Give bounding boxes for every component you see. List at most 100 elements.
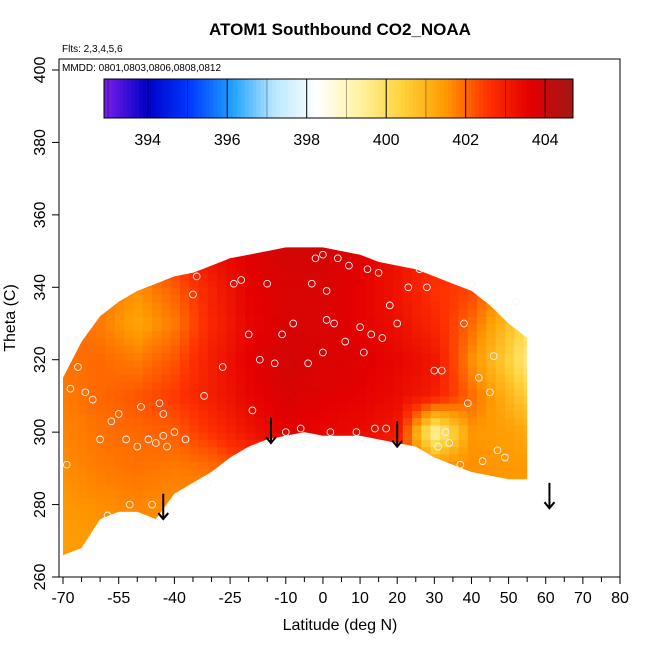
heat-cell xyxy=(170,482,181,491)
heat-cell xyxy=(226,367,237,375)
heat-cell xyxy=(430,287,441,296)
colorbar-band xyxy=(518,79,523,118)
heat-cell xyxy=(309,265,320,274)
heat-cell xyxy=(328,280,339,288)
heat-cell xyxy=(402,468,413,477)
heat-cell xyxy=(504,323,515,332)
heat-cell xyxy=(96,251,107,259)
heat-cell xyxy=(272,374,283,382)
heat-cell xyxy=(77,352,88,361)
heat-cell xyxy=(180,395,190,404)
heat-cell xyxy=(337,251,348,259)
heat-cell xyxy=(347,417,357,426)
heat-cell xyxy=(105,272,116,281)
heat-cell xyxy=(105,251,116,259)
heat-cell xyxy=(105,504,116,513)
heat-cell xyxy=(245,258,255,267)
heat-cell xyxy=(374,272,385,281)
heat-cell xyxy=(347,526,357,535)
heat-cell xyxy=(189,367,200,375)
heat-cell xyxy=(533,237,543,245)
heat-cell xyxy=(504,453,515,462)
heat-cell xyxy=(198,490,209,498)
heat-cell xyxy=(63,251,70,259)
heat-cell xyxy=(477,417,487,426)
heat-cell xyxy=(523,265,528,274)
heat-cell xyxy=(300,511,311,520)
heat-cell xyxy=(161,258,172,267)
heat-cell xyxy=(402,533,413,542)
colorbar-band xyxy=(233,79,238,118)
heat-cell xyxy=(68,338,79,346)
sample-point xyxy=(177,489,186,498)
heat-cell xyxy=(291,533,302,542)
heat-cell xyxy=(365,323,376,332)
heat-cell xyxy=(263,251,274,259)
colorbar-band xyxy=(150,79,156,118)
heat-cell xyxy=(198,540,209,549)
heat-cell xyxy=(198,446,209,455)
heat-cell xyxy=(170,461,181,469)
heat-cell xyxy=(486,432,497,440)
heat-cell xyxy=(254,345,265,353)
heat-cell xyxy=(180,287,190,296)
heat-cell xyxy=(347,237,357,245)
heat-cell xyxy=(124,323,135,332)
colorbar-band xyxy=(315,79,320,118)
heat-cell xyxy=(514,504,525,513)
arrow-markers xyxy=(157,417,556,521)
heat-cell xyxy=(235,280,246,288)
heat-cell xyxy=(170,497,181,506)
heat-cell xyxy=(402,323,413,332)
heat-cell xyxy=(133,533,144,542)
heat-cell xyxy=(161,381,172,390)
heat-cell xyxy=(365,439,376,448)
heat-cell xyxy=(217,258,227,267)
heat-cell xyxy=(263,490,274,498)
heat-cell xyxy=(254,247,265,252)
heat-cell xyxy=(68,345,79,353)
heat-cell xyxy=(504,403,515,411)
heat-cell xyxy=(458,490,469,498)
heat-cell xyxy=(189,345,200,353)
heat-cell xyxy=(207,265,218,274)
heat-cell xyxy=(245,519,255,527)
heat-cell xyxy=(514,345,525,353)
heat-cell xyxy=(337,287,348,296)
heat-cell xyxy=(337,323,348,332)
heat-cell xyxy=(347,395,357,404)
heat-cell xyxy=(328,258,339,267)
heat-cell xyxy=(217,316,227,325)
sample-point xyxy=(144,435,153,444)
heat-cell xyxy=(59,563,69,571)
heat-cell xyxy=(402,482,413,491)
colorbar-band xyxy=(334,79,339,118)
heat-cell xyxy=(533,353,543,361)
heat-cell xyxy=(180,453,190,462)
heat-cell xyxy=(235,294,246,303)
heat-cell xyxy=(226,374,237,382)
heat-cell xyxy=(439,287,450,296)
heat-cell xyxy=(412,251,422,259)
heat-cell xyxy=(198,482,209,491)
sample-point xyxy=(460,319,468,328)
heat-cell xyxy=(63,548,70,556)
heat-cell xyxy=(152,461,162,469)
heat-cell xyxy=(207,345,218,353)
heat-cell xyxy=(263,247,274,252)
heat-cell xyxy=(449,294,460,303)
heat-cell xyxy=(504,359,515,368)
colorbar-band xyxy=(229,79,234,118)
heat-cell xyxy=(263,432,274,440)
heat-cell xyxy=(152,563,162,571)
heat-cell xyxy=(374,475,385,484)
heat-cell xyxy=(87,374,97,382)
heat-cell xyxy=(394,237,404,245)
heat-cell xyxy=(199,563,209,571)
heat-cell xyxy=(365,388,376,397)
heat-cell xyxy=(504,417,515,426)
heat-cell xyxy=(374,367,385,375)
heat-cell xyxy=(504,374,515,382)
heat-cell xyxy=(337,497,348,506)
heat-cell xyxy=(189,316,200,325)
